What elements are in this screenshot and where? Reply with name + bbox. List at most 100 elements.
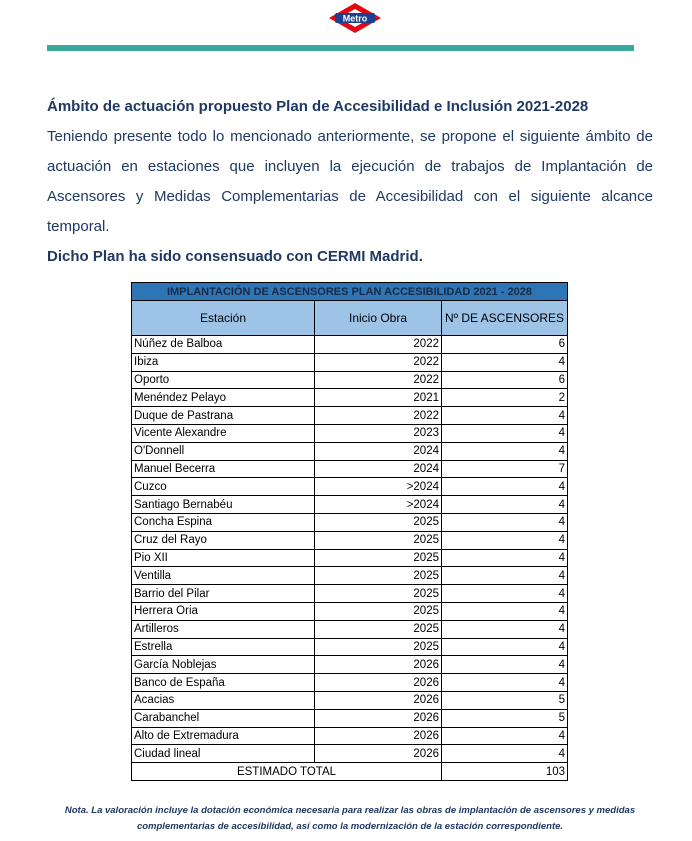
cell-station: Oporto [131, 370, 315, 390]
cell-station: Herrera Oria [131, 601, 315, 621]
cell-start-year: 2025 [314, 566, 442, 586]
section-heading: Ámbito de actuación propuesto Plan de Ac… [47, 98, 589, 115]
cell-station: Cruz del Rayo [131, 530, 315, 550]
cell-station: Alto de Extremadura [131, 726, 315, 746]
table-row: Barrio del Pilar 2025 4 [131, 584, 568, 603]
cell-station: Menéndez Pelayo [131, 388, 315, 408]
table-row: Núñez de Balboa 2022 6 [131, 335, 568, 354]
table-row: Herrera Oria 2025 4 [131, 601, 568, 621]
table-row: Carabanchel 2026 5 [131, 708, 568, 728]
table-row: García Noblejas 2026 4 [131, 655, 568, 675]
cell-start-year: 2023 [314, 423, 442, 443]
cell-station: Carabanchel [131, 708, 315, 728]
footnote: Nota. La valoración incluye la dotación … [64, 804, 636, 832]
cell-elevator-count: 4 [441, 744, 568, 764]
elevators-table: IMPLANTACIÓN DE ASCENSORES PLAN ACCESIBI… [131, 282, 568, 781]
cell-station: Banco de España [131, 673, 315, 692]
cell-start-year: 2025 [314, 637, 442, 657]
cell-start-year: 2026 [314, 673, 442, 692]
cell-station: García Noblejas [131, 655, 315, 675]
header-start: Inicio Obra [314, 300, 442, 336]
table-row: Santiago Bernabéu >2024 4 [131, 495, 568, 514]
cell-start-year: 2025 [314, 530, 442, 550]
table-row: Alto de Extremadura 2026 4 [131, 726, 568, 746]
cell-station: Vicente Alexandre [131, 423, 315, 443]
svg-text:Metro: Metro [343, 14, 368, 24]
cell-start-year: 2026 [314, 726, 442, 746]
table-row: Concha Espina 2025 4 [131, 512, 568, 532]
cell-start-year: 2022 [314, 370, 442, 390]
cell-start-year: 2026 [314, 744, 442, 764]
cell-station: Manuel Becerra [131, 459, 315, 479]
table-title: IMPLANTACIÓN DE ASCENSORES PLAN ACCESIBI… [131, 282, 568, 301]
cell-station: Ibiza [131, 352, 315, 372]
cell-start-year: 2022 [314, 406, 442, 425]
table-row: Oporto 2022 6 [131, 370, 568, 390]
cell-elevator-count: 4 [441, 673, 568, 692]
cell-start-year: 2024 [314, 459, 442, 479]
table-row: Banco de España 2026 4 [131, 673, 568, 692]
cell-elevator-count: 4 [441, 352, 568, 372]
cell-elevator-count: 6 [441, 370, 568, 390]
table-row: Estrella 2025 4 [131, 637, 568, 657]
cell-elevator-count: 6 [441, 335, 568, 354]
table-row: O'Donnell 2024 4 [131, 441, 568, 461]
cell-start-year: 2024 [314, 441, 442, 461]
cell-station: Estrella [131, 637, 315, 657]
cell-elevator-count: 4 [441, 566, 568, 586]
cell-station: Cuzco [131, 477, 315, 497]
header-count: Nº DE ASCENSORES [441, 300, 568, 336]
table-row: Artilleros 2025 4 [131, 619, 568, 639]
table-row: Ventilla 2025 4 [131, 566, 568, 586]
cell-start-year: 2025 [314, 548, 442, 568]
table-row: Duque de Pastrana 2022 4 [131, 406, 568, 425]
cell-start-year: 2022 [314, 352, 442, 372]
intro-paragraph: Teniendo presente todo lo mencionado ant… [47, 122, 653, 272]
cell-elevator-count: 4 [441, 601, 568, 621]
cell-elevator-count: 4 [441, 423, 568, 443]
cell-elevator-count: 7 [441, 459, 568, 479]
cell-elevator-count: 4 [441, 512, 568, 532]
cell-start-year: 2025 [314, 512, 442, 532]
cell-elevator-count: 4 [441, 655, 568, 675]
table-row: Cuzco >2024 4 [131, 477, 568, 497]
table-row: Manuel Becerra 2024 7 [131, 459, 568, 479]
cell-station: Acacias [131, 690, 315, 710]
cell-elevator-count: 4 [441, 619, 568, 639]
cell-start-year: 2022 [314, 335, 442, 354]
cell-elevator-count: 4 [441, 406, 568, 425]
header-station: Estación [131, 300, 315, 336]
cell-elevator-count: 4 [441, 495, 568, 514]
cell-start-year: 2021 [314, 388, 442, 408]
table-row: Ciudad lineal 2026 4 [131, 744, 568, 764]
cell-station: Núñez de Balboa [131, 335, 315, 354]
cell-elevator-count: 4 [441, 548, 568, 568]
cell-station: Artilleros [131, 619, 315, 639]
cell-start-year: 2026 [314, 708, 442, 728]
cell-start-year: 2026 [314, 690, 442, 710]
cell-elevator-count: 4 [441, 584, 568, 603]
paragraph-bold-text: Dicho Plan ha sido consensuado con CERMI… [47, 248, 423, 265]
cell-elevator-count: 4 [441, 530, 568, 550]
cell-station: Concha Espina [131, 512, 315, 532]
header-rule [47, 45, 634, 51]
metro-logo: Metro [329, 3, 381, 33]
cell-station: Pio XII [131, 548, 315, 568]
cell-station: Duque de Pastrana [131, 406, 315, 425]
cell-elevator-count: 2 [441, 388, 568, 408]
table-row: Cruz del Rayo 2025 4 [131, 530, 568, 550]
table-header-row: Estación Inicio Obra Nº DE ASCENSORES [131, 300, 568, 336]
cell-elevator-count: 5 [441, 708, 568, 728]
cell-elevator-count: 4 [441, 441, 568, 461]
cell-elevator-count: 4 [441, 726, 568, 746]
total-label: ESTIMADO TOTAL [131, 762, 442, 781]
cell-elevator-count: 5 [441, 690, 568, 710]
cell-station: Santiago Bernabéu [131, 495, 315, 514]
cell-station: O'Donnell [131, 441, 315, 461]
table-row: Acacias 2026 5 [131, 690, 568, 710]
table-title-row: IMPLANTACIÓN DE ASCENSORES PLAN ACCESIBI… [131, 282, 568, 301]
table-row: Ibiza 2022 4 [131, 352, 568, 372]
total-row: ESTIMADO TOTAL 103 [131, 762, 568, 781]
